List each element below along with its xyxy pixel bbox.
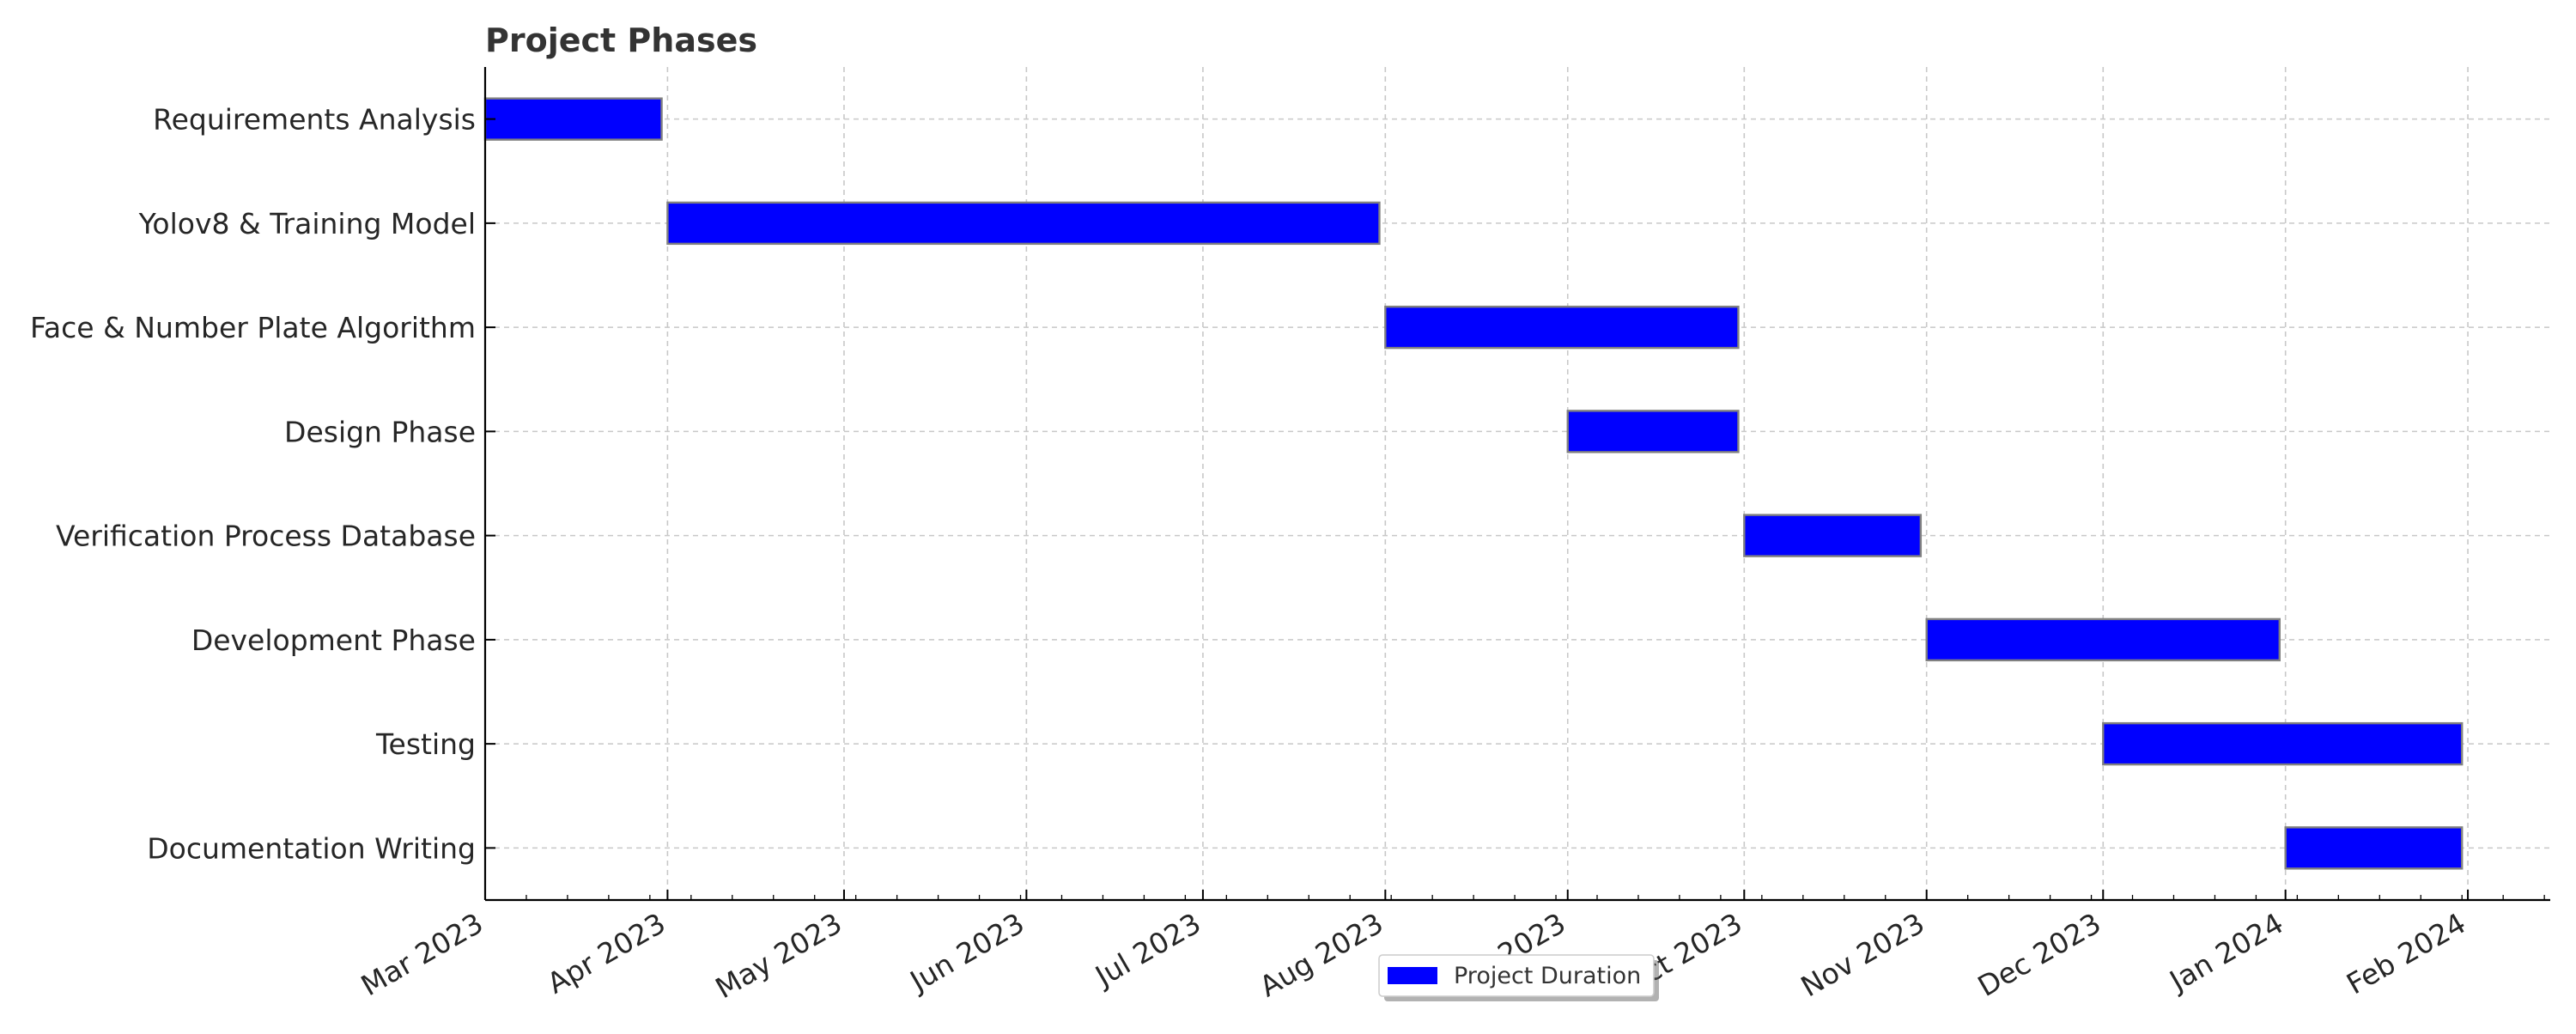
- x-tick-label: Jul 2023: [1088, 906, 1206, 994]
- task-bar: [1384, 305, 1740, 350]
- task-bar: [1925, 617, 2281, 662]
- x-tick-label: Dec 2023: [1972, 906, 2107, 1003]
- axis-layer: [483, 67, 2550, 902]
- legend-box: [1378, 954, 1655, 997]
- x-tick-label: May 2023: [710, 906, 848, 1005]
- task-label: Design Phase: [284, 415, 476, 448]
- task-label: Requirements Analysis: [153, 103, 476, 137]
- task-bar: [2102, 721, 2464, 766]
- task-label: Face & Number Plate Algorithm: [30, 311, 476, 344]
- x-tick-label: Mar 2023: [355, 906, 489, 1002]
- task-bar: [1743, 514, 1923, 557]
- x-tick-label: Nov 2023: [1795, 906, 1930, 1003]
- task-bar: [483, 97, 663, 141]
- task-label: Development Phase: [191, 623, 476, 657]
- x-tick-label: Jun 2023: [903, 906, 1030, 999]
- task-label: Documentation Writing: [147, 831, 476, 865]
- chart-title: Project Phases: [485, 21, 757, 59]
- x-tick-label: Aug 2023: [1254, 906, 1388, 1003]
- task-label: Verification Process Database: [56, 520, 476, 553]
- bar-layer: [483, 97, 2464, 870]
- legend-swatch: [1388, 967, 1437, 984]
- legend-label: Project Duration: [1454, 963, 1641, 989]
- x-tick-label: Jan 2024: [2163, 906, 2289, 998]
- task-bar: [1566, 410, 1740, 453]
- task-bar: [2284, 826, 2464, 870]
- task-bar: [666, 201, 1381, 246]
- x-tick-label: Apr 2023: [542, 906, 671, 1001]
- legend: Project Duration: [1378, 954, 1659, 1001]
- task-label: Yolov8 & Training Model: [138, 207, 476, 240]
- task-label: Testing: [375, 727, 476, 761]
- x-tick-label: Feb 2024: [2341, 906, 2471, 1001]
- grid-layer: [484, 67, 2550, 900]
